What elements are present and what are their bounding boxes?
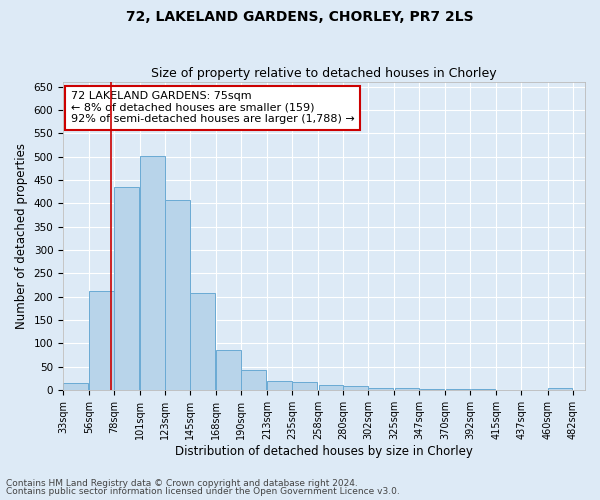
Bar: [548, 388, 572, 390]
Bar: [419, 389, 444, 390]
Text: Contains public sector information licensed under the Open Government Licence v3: Contains public sector information licen…: [6, 487, 400, 496]
Bar: [140, 156, 165, 390]
X-axis label: Distribution of detached houses by size in Chorley: Distribution of detached houses by size …: [175, 444, 473, 458]
Text: Contains HM Land Registry data © Crown copyright and database right 2024.: Contains HM Land Registry data © Crown c…: [6, 478, 358, 488]
Text: 72, LAKELAND GARDENS, CHORLEY, PR7 2LS: 72, LAKELAND GARDENS, CHORLEY, PR7 2LS: [126, 10, 474, 24]
Text: 72 LAKELAND GARDENS: 75sqm
← 8% of detached houses are smaller (159)
92% of semi: 72 LAKELAND GARDENS: 75sqm ← 8% of detac…: [71, 92, 355, 124]
Bar: [319, 384, 343, 390]
Bar: [343, 386, 368, 390]
Title: Size of property relative to detached houses in Chorley: Size of property relative to detached ho…: [151, 66, 497, 80]
Bar: [395, 388, 419, 390]
Bar: [166, 200, 190, 390]
Bar: [89, 290, 114, 390]
Bar: [292, 382, 317, 390]
Bar: [217, 350, 241, 390]
Y-axis label: Number of detached properties: Number of detached properties: [15, 143, 28, 329]
Bar: [368, 388, 393, 390]
Bar: [241, 370, 266, 390]
Bar: [268, 380, 292, 390]
Bar: [190, 294, 215, 390]
Bar: [114, 187, 139, 390]
Bar: [63, 383, 88, 390]
